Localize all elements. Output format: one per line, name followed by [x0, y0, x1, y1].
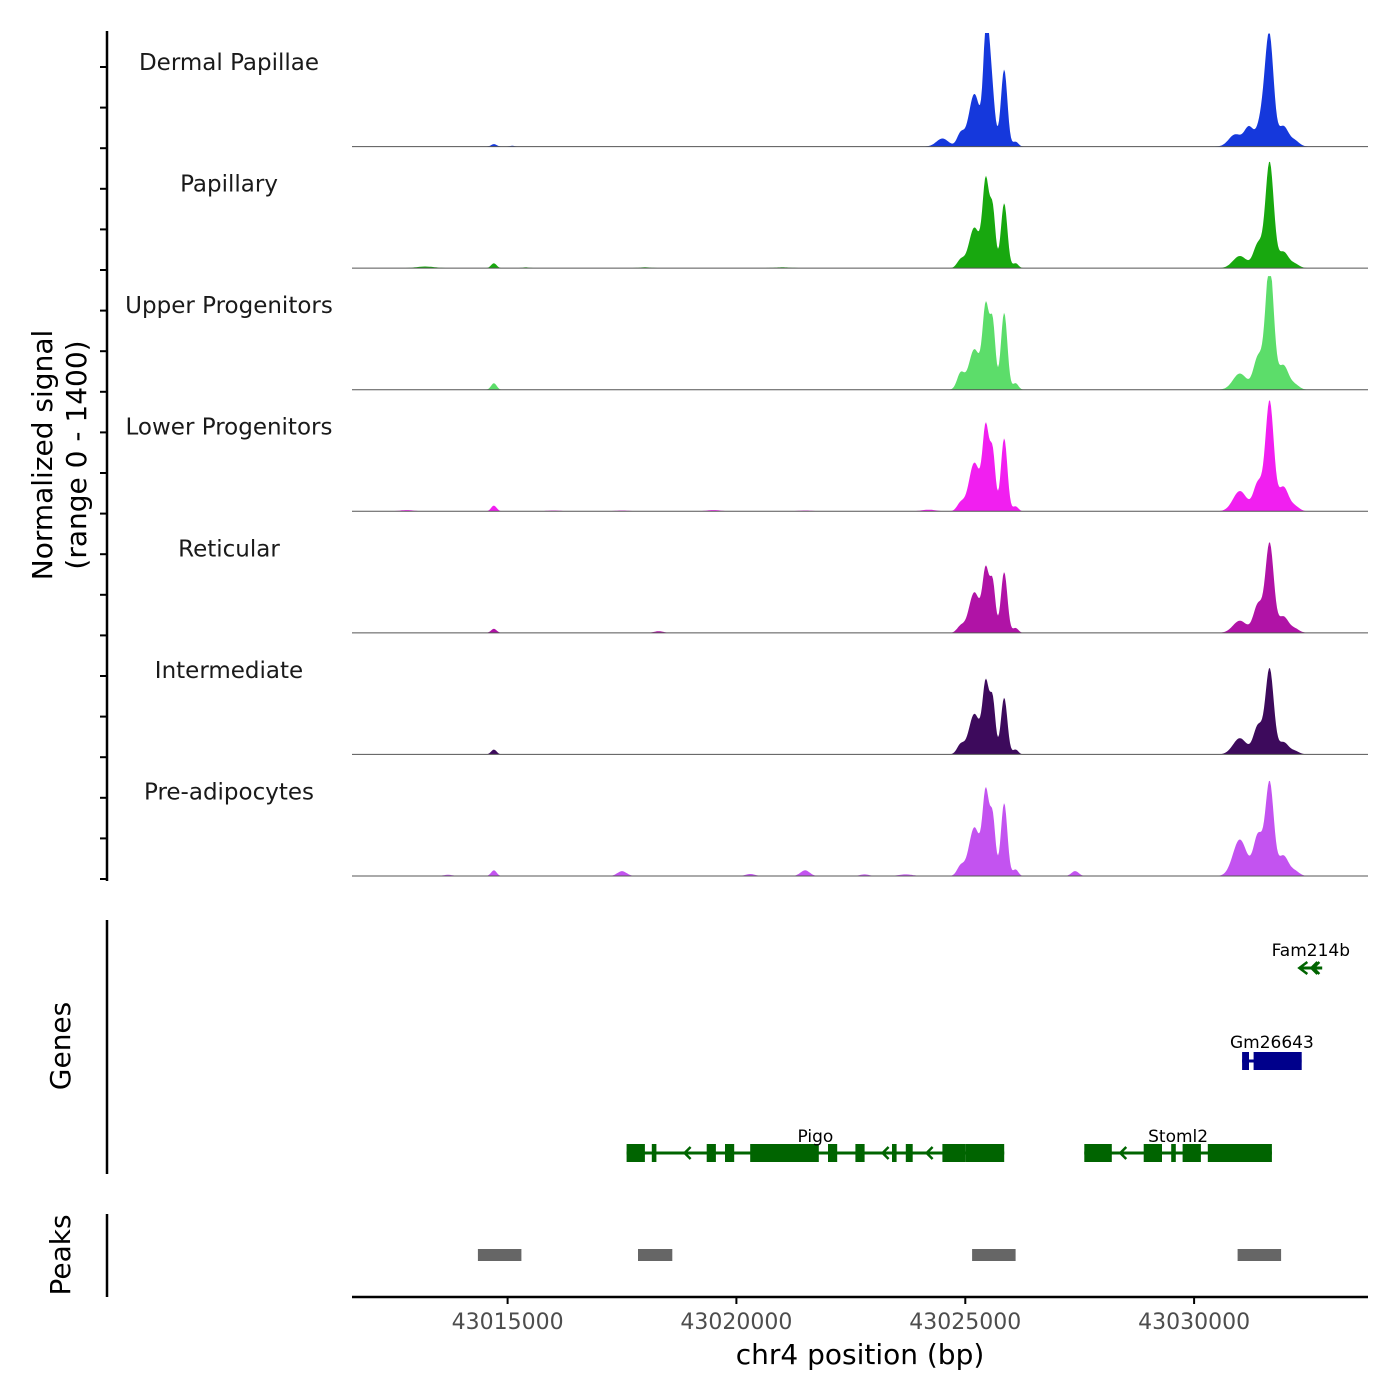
coverage-area [352, 542, 1368, 633]
peaks-panel-title: Peaks [44, 1214, 77, 1295]
strand-arrow [1297, 961, 1309, 975]
coverage-area [352, 780, 1368, 876]
gene-exon [828, 1144, 838, 1162]
peak-region [972, 1249, 1016, 1261]
gene-exon [855, 1144, 865, 1162]
gene-label: Gm26643 [1230, 1033, 1314, 1053]
strand-arrow [880, 1146, 890, 1160]
gene-exon [626, 1144, 645, 1162]
gene-exon [1171, 1144, 1176, 1162]
coverage-area [352, 161, 1368, 269]
x-tick-label: 43030000 [1138, 1310, 1250, 1335]
strand-arrow [682, 1146, 692, 1160]
strand-arrow [924, 1146, 934, 1160]
gene-exon [651, 1144, 657, 1162]
x-tick-label: 43020000 [680, 1310, 792, 1335]
gene-label: Fam214b [1272, 941, 1350, 961]
genes-panel: Fam214b Gm26643 Pigo Stoml2 [105, 920, 1350, 1174]
peak-region [477, 1249, 522, 1261]
gene-label: Stoml2 [1148, 1127, 1208, 1147]
track-label: Papillary [180, 172, 278, 198]
gene-exon [892, 1144, 897, 1162]
track-label: Pre-adipocytes [144, 779, 314, 805]
x-axis: 43015000 43020000 43025000 43030000 [352, 1295, 1368, 1335]
gene-exon [1207, 1144, 1272, 1162]
gene-exon [942, 1144, 966, 1162]
gene-exon [725, 1144, 735, 1162]
gene-exon [965, 1144, 1005, 1162]
coverage-title-line: Normalized signal [26, 330, 59, 581]
coverage-area [352, 668, 1368, 755]
gene-exon [750, 1144, 819, 1162]
peak-region [638, 1249, 673, 1261]
coverage-panel-title: Normalized signal(range 0 - 1400) [26, 330, 93, 581]
x-tick-label: 43015000 [452, 1310, 564, 1335]
coverage-tracks: Dermal Papillae Papillary Upper Progenitor… [100, 31, 1368, 881]
genes-panel-title: Genes [44, 1002, 77, 1090]
track-label: Reticular [178, 536, 280, 562]
gene-exon [1182, 1144, 1201, 1162]
gene-exon [706, 1144, 716, 1162]
peak-region [1237, 1249, 1282, 1261]
gene-exon [1253, 1052, 1261, 1070]
coverage-area [352, 33, 1368, 147]
track-label: Dermal Papillae [139, 50, 319, 76]
coverage-area [352, 276, 1368, 390]
gene-exon [905, 1144, 913, 1162]
gene-label: Pigo [798, 1127, 834, 1147]
coverage-area [352, 400, 1368, 512]
track-label: Upper Progenitors [125, 293, 333, 319]
gene-exon [1084, 1144, 1112, 1162]
strand-arrow [1118, 1146, 1128, 1160]
gene-exon [1143, 1144, 1162, 1162]
x-axis-title: chr4 position (bp) [736, 1338, 985, 1371]
strand-arrow [1309, 961, 1319, 975]
peaks-panel [105, 1214, 1282, 1297]
gene-exon [1242, 1052, 1249, 1070]
x-tick-label: 43025000 [909, 1310, 1021, 1335]
track-label: Intermediate [155, 658, 303, 684]
gene-exon [1260, 1052, 1302, 1070]
track-label: Lower Progenitors [126, 415, 333, 441]
strand-arrow [1311, 961, 1321, 975]
coverage-title-line: (range 0 - 1400) [60, 340, 93, 569]
